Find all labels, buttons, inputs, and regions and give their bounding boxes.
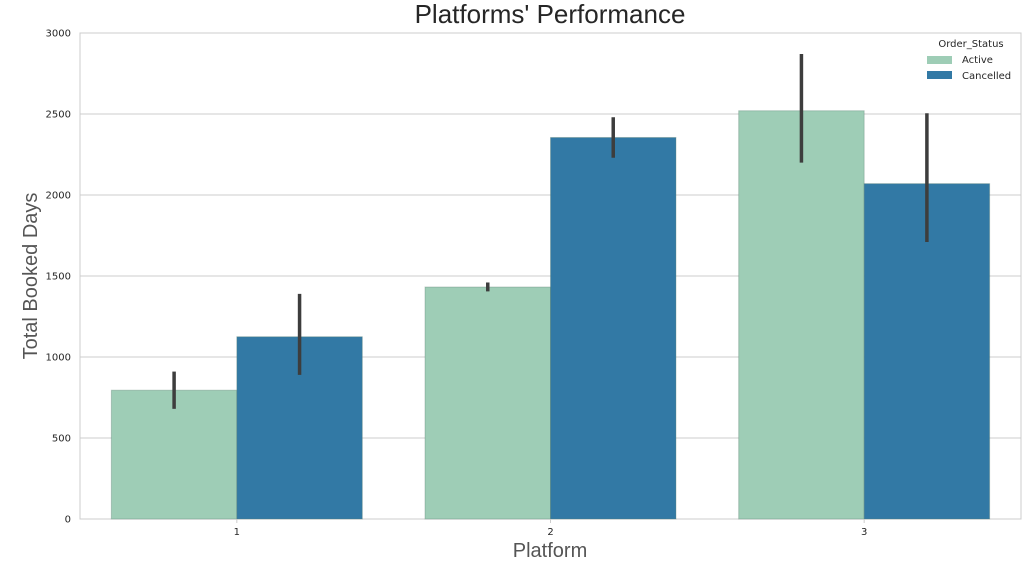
x-tick-label: 2 — [547, 527, 553, 538]
legend-item-cancelled: Cancelled — [927, 71, 1011, 82]
x-tick-labels: 1 2 3 — [234, 519, 867, 538]
legend-label-active: Active — [962, 55, 993, 66]
y-tick-label: 1500 — [46, 272, 71, 283]
bar-active-platform-2 — [424, 286, 551, 520]
bar-active-platform-1 — [110, 389, 238, 520]
error-bars — [172, 54, 929, 409]
legend-swatch-cancelled — [927, 71, 952, 79]
x-tick-label: 1 — [234, 527, 240, 538]
y-tick-label: 2500 — [46, 110, 71, 121]
legend: Order_Status Active Cancelled — [927, 39, 1011, 82]
y-tick-label: 500 — [52, 434, 71, 445]
y-tick-label: 0 — [65, 515, 71, 526]
y-tick-label: 1000 — [46, 353, 71, 364]
legend-label-cancelled: Cancelled — [962, 71, 1011, 82]
y-tick-labels: 0 500 1000 1500 2000 2500 3000 — [46, 29, 71, 526]
y-tick-label: 3000 — [46, 29, 71, 40]
legend-title: Order_Status — [938, 39, 1003, 50]
legend-item-active: Active — [927, 55, 993, 66]
x-tick-label: 3 — [861, 527, 867, 538]
x-axis-label: Platform — [513, 540, 587, 562]
bar-cancelled-platform-2 — [550, 136, 677, 520]
bars — [110, 110, 991, 520]
chart-title: Platforms' Performance — [415, 0, 686, 29]
y-tick-label: 2000 — [46, 191, 71, 202]
bar-active-platform-3 — [738, 110, 865, 520]
legend-swatch-active — [927, 56, 952, 64]
y-axis-label: Total Booked Days — [20, 193, 42, 360]
